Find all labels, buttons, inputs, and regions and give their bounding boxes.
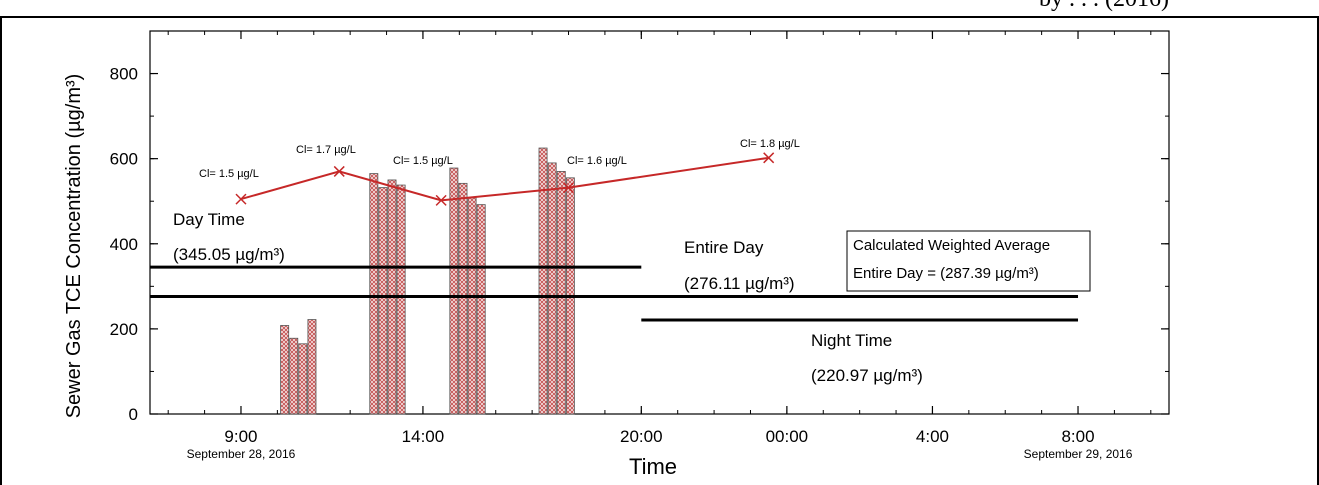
x-tick-date-label: September 29, 2016 bbox=[1024, 447, 1133, 461]
series-point-marker bbox=[562, 182, 575, 194]
y-axis-label: Sewer Gas TCE Concentration (µg/m³) bbox=[63, 74, 85, 419]
x-tick-label: 20:00 bbox=[620, 427, 663, 446]
bar bbox=[280, 325, 290, 415]
bar bbox=[307, 319, 317, 415]
concentration-label: Cl= 1.7 µg/L bbox=[296, 144, 356, 156]
day-time-value: (345.05 µg/m³) bbox=[173, 245, 285, 264]
series-point-marker bbox=[763, 152, 775, 164]
entire-day-label: Entire Day bbox=[684, 238, 764, 257]
series-point-marker bbox=[435, 194, 447, 206]
bar bbox=[538, 147, 548, 415]
plot-frame bbox=[149, 30, 1170, 415]
y-tick-label: 600 bbox=[110, 150, 138, 169]
x-tick-label: 4:00 bbox=[916, 427, 949, 446]
y-tick-label: 0 bbox=[129, 405, 138, 424]
bar bbox=[467, 197, 477, 415]
bar bbox=[449, 167, 459, 415]
night-time-value: (220.97 µg/m³) bbox=[811, 366, 923, 385]
annotation-box bbox=[846, 230, 1091, 292]
bar bbox=[556, 171, 566, 415]
x-tick-label: 8:00 bbox=[1061, 427, 1094, 446]
header-clipped-text: by . . . (2016) bbox=[1039, 0, 1169, 13]
bar bbox=[547, 162, 557, 415]
x-tick-date-label: September 28, 2016 bbox=[187, 447, 296, 461]
concentration-label: Cl= 1.5 µg/L bbox=[199, 168, 259, 180]
concentration-label: Cl= 1.6 µg/L bbox=[567, 155, 627, 167]
series-point-marker bbox=[333, 165, 345, 177]
bar bbox=[458, 182, 468, 415]
series-point-marker bbox=[235, 193, 247, 205]
annotation-title: Calculated Weighted Average bbox=[853, 237, 1050, 254]
bar bbox=[396, 184, 406, 415]
x-tick-label: 00:00 bbox=[766, 427, 809, 446]
bar bbox=[378, 187, 388, 415]
concentration-label: Cl= 1.8 µg/L bbox=[740, 138, 800, 150]
bar bbox=[298, 343, 308, 415]
red-line-series bbox=[240, 156, 769, 202]
x-axis-label: Time bbox=[629, 454, 677, 479]
x-tick-label: 14:00 bbox=[402, 427, 445, 446]
bar bbox=[289, 337, 299, 415]
bar bbox=[476, 204, 486, 415]
x-tick-label: 9:00 bbox=[224, 427, 257, 446]
annotation-text: Entire Day = (287.39 µg/m³) bbox=[853, 265, 1039, 282]
y-tick-label: 200 bbox=[110, 320, 138, 339]
bar bbox=[369, 173, 379, 415]
night-time-label: Night Time bbox=[811, 331, 892, 350]
concentration-label: Cl= 1.5 µg/L bbox=[393, 155, 453, 167]
entire-day-value: (276.11 µg/m³) bbox=[684, 274, 795, 293]
day-time-label: Day Time bbox=[173, 210, 245, 229]
y-tick-label: 400 bbox=[110, 235, 138, 254]
y-tick-label: 800 bbox=[110, 65, 138, 84]
